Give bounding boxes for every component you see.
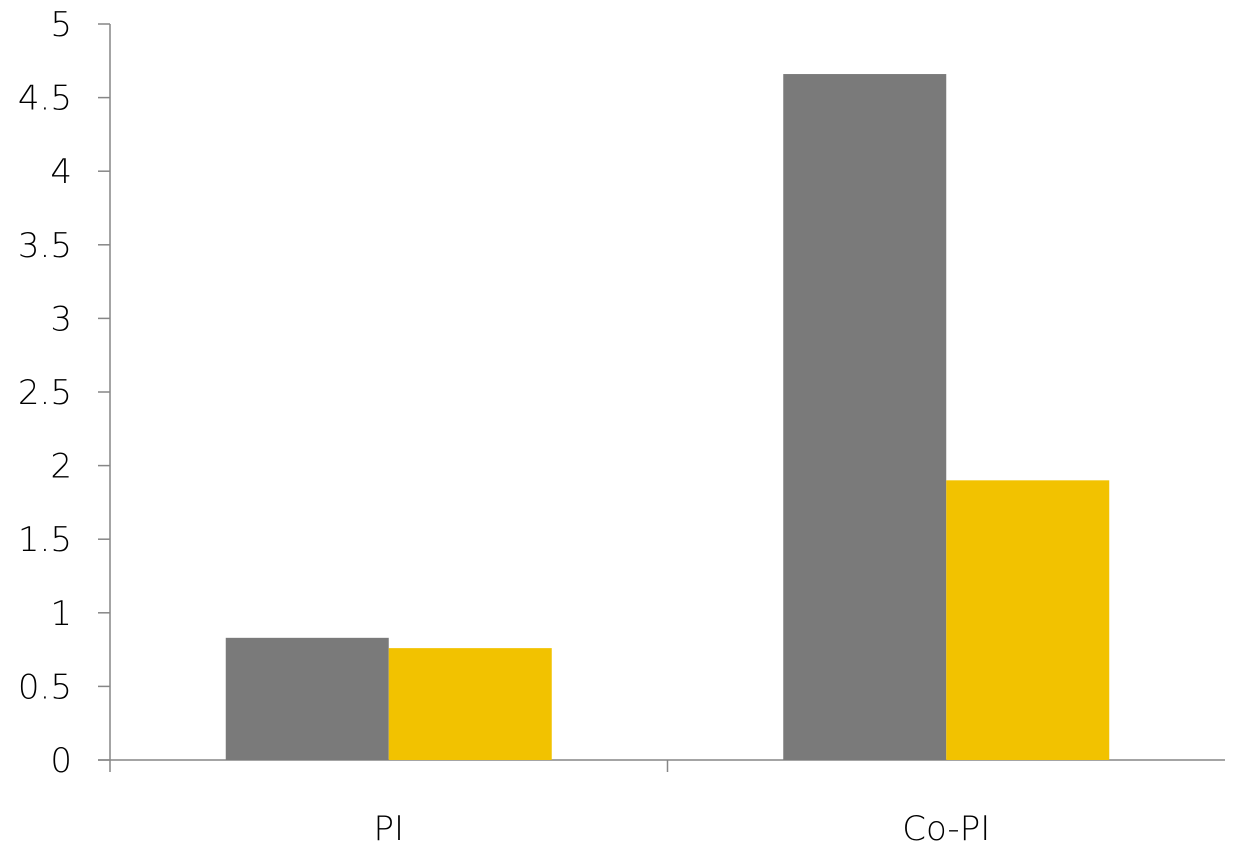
y-tick-label: 4.5: [18, 79, 72, 119]
y-tick-label: 1.5: [18, 520, 72, 560]
chart-labels: 0 0.5 1 1.5 2 2.5 3 3.5 4 4.5 5 PI Co-PI: [18, 5, 990, 845]
y-tick-label: 3: [50, 299, 72, 339]
y-tick-label: 1: [50, 594, 72, 634]
bar-co-pi-series-2: [946, 480, 1110, 760]
x-category-label: PI: [373, 809, 404, 845]
chart-bars: [225, 74, 1110, 761]
y-tick-label: 3.5: [18, 226, 72, 266]
y-tick-label: 5: [50, 5, 72, 45]
x-category-label: Co-PI: [902, 809, 990, 845]
y-tick-label: 2.5: [18, 373, 72, 413]
bar-pi-series-1: [225, 637, 389, 760]
bar-pi-series-2: [388, 648, 552, 760]
y-tick-label: 4: [50, 152, 72, 192]
bar-co-pi-series-1: [783, 74, 947, 761]
y-tick-label: 0: [50, 741, 72, 781]
y-tick-label: 2: [50, 447, 72, 487]
y-tick-label: 0.5: [18, 667, 72, 707]
